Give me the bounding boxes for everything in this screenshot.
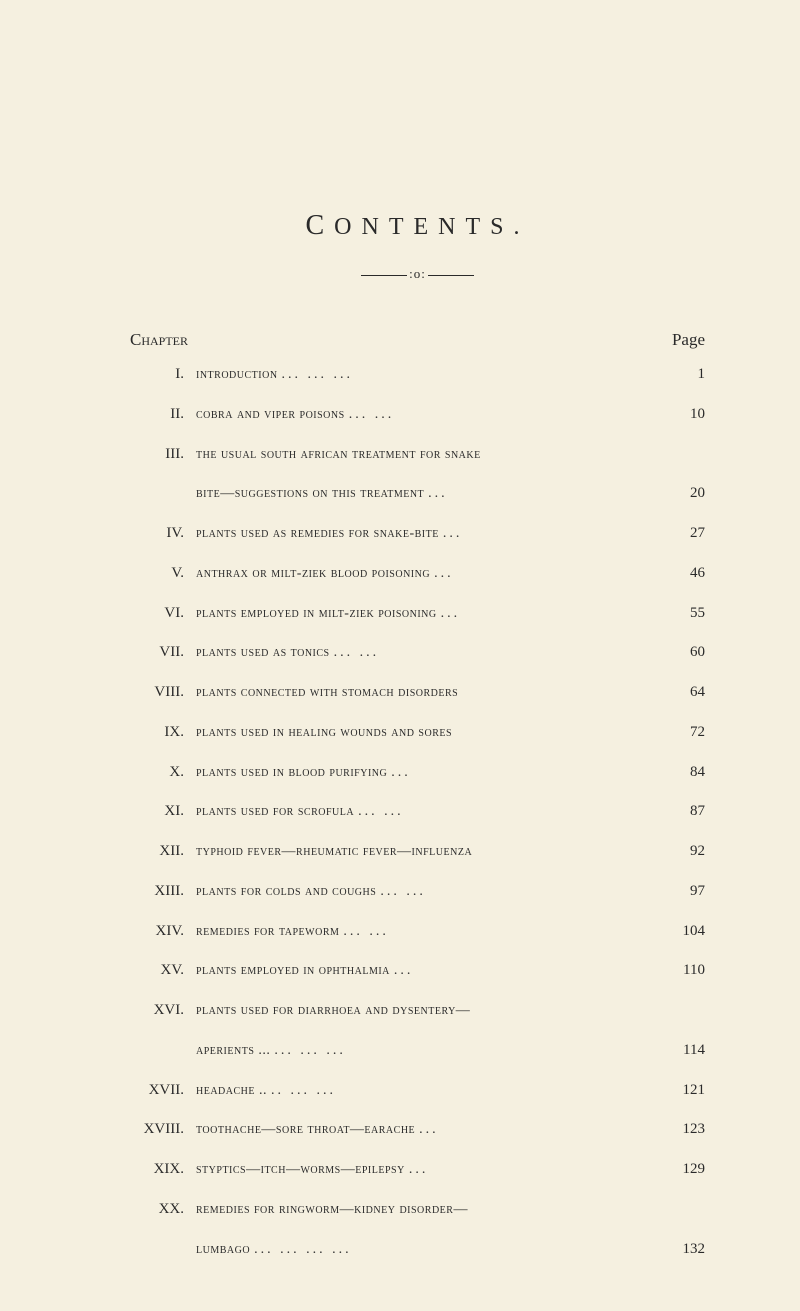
page-number: 114 bbox=[661, 1035, 705, 1066]
page-number: 104 bbox=[661, 916, 705, 947]
toc-entry: XVIII.toothache—sore throat—earache ...1… bbox=[130, 1114, 705, 1145]
chapter-roman: XVI. bbox=[130, 995, 196, 1026]
toc-entry: XX.remedies for ringworm—kidney disorder… bbox=[130, 1194, 705, 1225]
chapter-roman: VII. bbox=[130, 637, 196, 668]
page-number: 110 bbox=[661, 955, 705, 986]
toc-entry: lumbago ... ... ... ...132 bbox=[130, 1234, 705, 1265]
chapter-title: typhoid fever—rheumatic fever—influenza bbox=[196, 838, 661, 867]
page-number: 92 bbox=[661, 836, 705, 867]
toc-entry: III.the usual south african treatment fo… bbox=[130, 439, 705, 470]
chapter-title: anthrax or milt-ziek blood poisoning ... bbox=[196, 560, 661, 589]
chapter-roman: XVIII. bbox=[130, 1114, 196, 1145]
header-page: Page bbox=[672, 330, 705, 350]
chapter-roman: XVII. bbox=[130, 1075, 196, 1106]
page-number: 10 bbox=[661, 399, 705, 430]
toc-header: Chapter Page bbox=[130, 330, 705, 350]
toc-entry: I.introduction ... ... ...1 bbox=[130, 359, 705, 390]
toc-entry: XVII.headache .. .. ... ...121 bbox=[130, 1075, 705, 1106]
page-number: 123 bbox=[661, 1114, 705, 1145]
chapter-roman: XII. bbox=[130, 836, 196, 867]
chapter-title: lumbago ... ... ... ... bbox=[196, 1236, 661, 1265]
toc-entry: V.anthrax or milt-ziek blood poisoning .… bbox=[130, 558, 705, 589]
chapter-title: plants used as remedies for snake-bite .… bbox=[196, 520, 661, 549]
chapter-title: plants used as tonics ... ... bbox=[196, 639, 661, 668]
chapter-roman: IX. bbox=[130, 717, 196, 748]
toc-entry: XII.typhoid fever—rheumatic fever—influe… bbox=[130, 836, 705, 867]
toc-entry: XV.plants employed in ophthalmia ...110 bbox=[130, 955, 705, 986]
page-number: 46 bbox=[661, 558, 705, 589]
chapter-roman: XIII. bbox=[130, 876, 196, 907]
chapter-title: styptics—itch—worms—epilepsy ... bbox=[196, 1156, 661, 1185]
chapter-title: plants used in blood purifying ... bbox=[196, 759, 661, 788]
chapter-roman: IV. bbox=[130, 518, 196, 549]
page-number: 1 bbox=[661, 359, 705, 390]
toc-entry: X.plants used in blood purifying ...84 bbox=[130, 757, 705, 788]
toc-entry: XIV.remedies for tapeworm ... ...104 bbox=[130, 916, 705, 947]
title-decorated-c: C bbox=[305, 210, 334, 241]
toc-container: I.introduction ... ... ...1 II.cobra and … bbox=[130, 359, 705, 1264]
chapter-title: headache .. .. ... ... bbox=[196, 1077, 661, 1106]
page-number: 84 bbox=[661, 757, 705, 788]
page-number: 97 bbox=[661, 876, 705, 907]
chapter-title: bite—suggestions on this treatment ... bbox=[196, 480, 661, 509]
page-number: 20 bbox=[661, 478, 705, 509]
toc-entry: VII.plants used as tonics ... ...60 bbox=[130, 637, 705, 668]
chapter-title: plants employed in milt-ziek poisoning .… bbox=[196, 600, 661, 629]
chapter-title: plants employed in ophthalmia ... bbox=[196, 957, 661, 986]
chapter-title: plants used for diarrhoea and dysentery— bbox=[196, 997, 661, 1026]
toc-entry: VIII.plants connected with stomach disor… bbox=[130, 677, 705, 708]
chapter-title: plants used for scrofula ... ... bbox=[196, 798, 661, 827]
chapter-roman: V. bbox=[130, 558, 196, 589]
header-chapter: Chapter bbox=[130, 330, 188, 350]
chapter-title: cobra and viper poisons ... ... bbox=[196, 401, 661, 430]
chapter-title: plants for colds and coughs ... ... bbox=[196, 878, 661, 907]
divider-row: :o: bbox=[130, 266, 705, 282]
toc-entry: XI.plants used for scrofula ... ...87 bbox=[130, 796, 705, 827]
chapter-roman: II. bbox=[130, 399, 196, 430]
page-number: 55 bbox=[661, 598, 705, 629]
chapter-roman: XI. bbox=[130, 796, 196, 827]
chapter-title: introduction ... ... ... bbox=[196, 361, 661, 390]
chapter-roman: XV. bbox=[130, 955, 196, 986]
divider-line-left bbox=[361, 275, 407, 276]
chapter-title: aperients ... ... ... ... bbox=[196, 1037, 661, 1066]
chapter-roman: III. bbox=[130, 439, 196, 470]
chapter-roman: XIV. bbox=[130, 916, 196, 947]
page-number: 64 bbox=[661, 677, 705, 708]
toc-entry: VI.plants employed in milt-ziek poisonin… bbox=[130, 598, 705, 629]
chapter-roman: X. bbox=[130, 757, 196, 788]
page-number: 60 bbox=[661, 637, 705, 668]
contents-title: CONTENTS. bbox=[130, 210, 705, 242]
chapter-title: toothache—sore throat—earache ... bbox=[196, 1116, 661, 1145]
page-number: 27 bbox=[661, 518, 705, 549]
toc-entry: XIX.styptics—itch—worms—epilepsy ...129 bbox=[130, 1154, 705, 1185]
toc-entry: XVI.plants used for diarrhoea and dysent… bbox=[130, 995, 705, 1026]
page-number: 121 bbox=[661, 1075, 705, 1106]
divider-line-right bbox=[428, 275, 474, 276]
toc-entry: aperients ... ... ... ...114 bbox=[130, 1035, 705, 1066]
toc-entry: XIII.plants for colds and coughs ... ...… bbox=[130, 876, 705, 907]
page-number: 129 bbox=[661, 1154, 705, 1185]
page-number: 132 bbox=[661, 1234, 705, 1265]
page-number: 87 bbox=[661, 796, 705, 827]
toc-entry: IV.plants used as remedies for snake-bit… bbox=[130, 518, 705, 549]
divider-symbol: :o: bbox=[409, 266, 426, 281]
toc-entry: IX.plants used in healing wounds and sor… bbox=[130, 717, 705, 748]
title-text: ONTENTS. bbox=[334, 214, 529, 240]
chapter-title: plants connected with stomach disorders bbox=[196, 679, 661, 708]
chapter-roman: XX. bbox=[130, 1194, 196, 1225]
chapter-roman: I. bbox=[130, 359, 196, 390]
chapter-title: the usual south african treatment for sn… bbox=[196, 441, 661, 470]
chapter-title: remedies for tapeworm ... ... bbox=[196, 918, 661, 947]
chapter-roman: VI. bbox=[130, 598, 196, 629]
page-number: 72 bbox=[661, 717, 705, 748]
toc-entry: bite—suggestions on this treatment ...20 bbox=[130, 478, 705, 509]
chapter-title: plants used in healing wounds and sores bbox=[196, 719, 661, 748]
chapter-title: remedies for ringworm—kidney disorder— bbox=[196, 1196, 661, 1225]
toc-entry: II.cobra and viper poisons ... ...10 bbox=[130, 399, 705, 430]
chapter-roman: VIII. bbox=[130, 677, 196, 708]
chapter-roman: XIX. bbox=[130, 1154, 196, 1185]
